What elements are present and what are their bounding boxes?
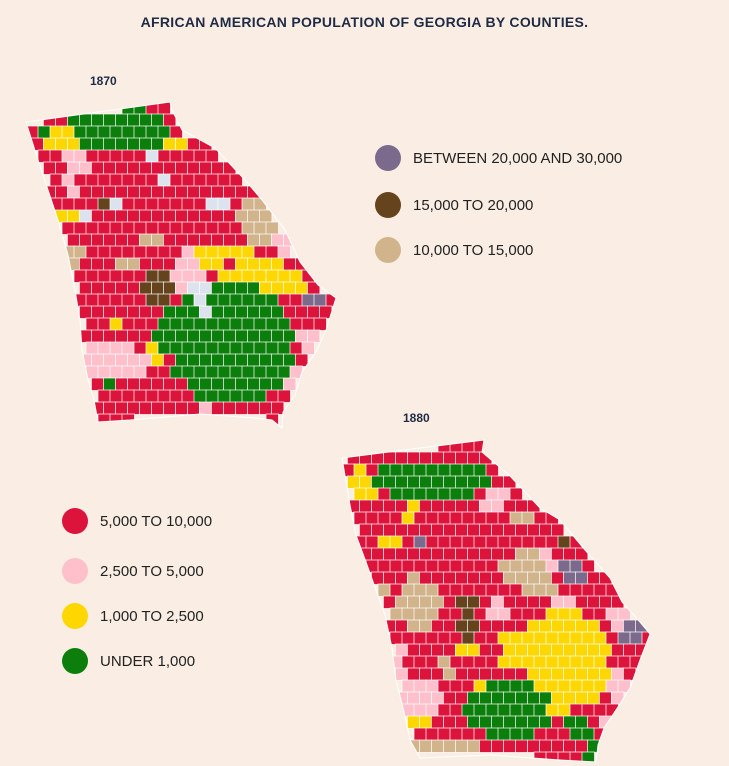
legend-label: BETWEEN 20,000 AND 30,000 <box>413 149 623 167</box>
legend-label: UNDER 1,000 <box>100 652 196 670</box>
legend-item-15000-20000: 15,000 TO 20,000 <box>375 192 533 218</box>
legend-swatch <box>62 603 88 629</box>
legend-label: 2,500 TO 5,000 <box>100 562 204 580</box>
legend-item-2500-5000: 2,500 TO 5,000 <box>62 558 204 584</box>
legend-item-under-1000: UNDER 1,000 <box>62 648 195 674</box>
legend-item-10000-15000: 10,000 TO 15,000 <box>375 237 533 263</box>
legend-item-5000-10000: 5,000 TO 10,000 <box>62 508 212 534</box>
legend-label: 15,000 TO 20,000 <box>413 196 534 214</box>
legend-swatch <box>375 237 401 263</box>
legend-swatch <box>62 648 88 674</box>
legend-swatch <box>375 192 401 218</box>
map-1870-year-label: 1870 <box>90 74 117 88</box>
legend-label: 10,000 TO 15,000 <box>413 241 534 259</box>
legend-item-between-20000-30000: BETWEEN 20,000 AND 30,000 <box>375 145 622 171</box>
legend-swatch <box>62 508 88 534</box>
legend-item-1000-2500: 1,000 TO 2,500 <box>62 603 204 629</box>
legend-swatch <box>62 558 88 584</box>
chart-title: AFRICAN AMERICAN POPULATION OF GEORGIA B… <box>140 14 589 30</box>
legend-swatch <box>375 145 401 171</box>
map-1880-year-label: 1880 <box>403 411 430 425</box>
legend-label: 1,000 TO 2,500 <box>100 607 204 625</box>
legend-label: 5,000 TO 10,000 <box>100 512 213 530</box>
